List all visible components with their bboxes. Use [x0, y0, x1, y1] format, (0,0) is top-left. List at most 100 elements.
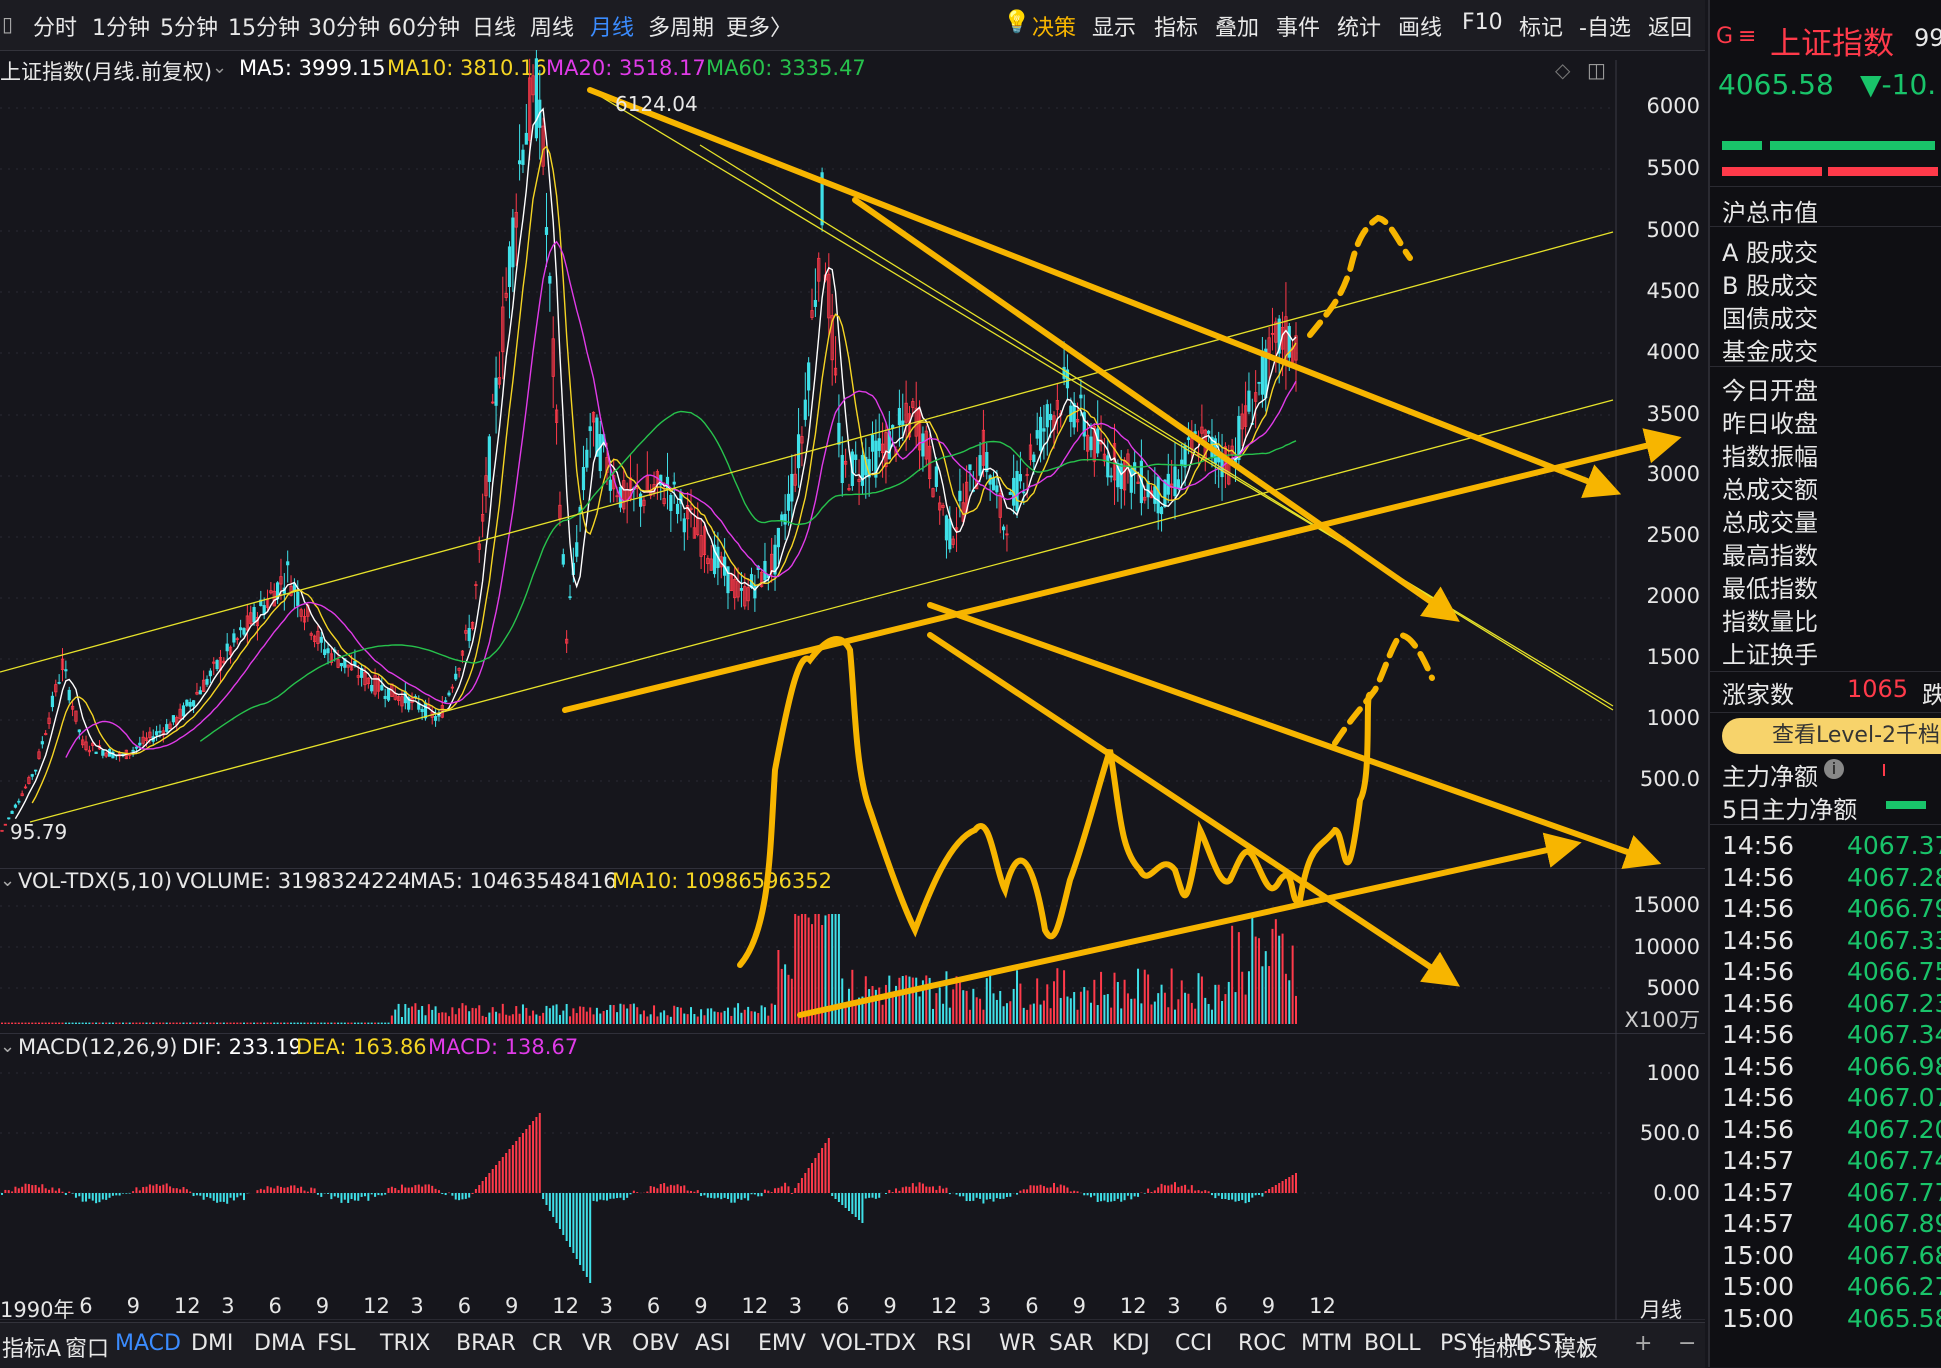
volume-bar — [707, 1008, 709, 1024]
candle-body — [1207, 431, 1209, 433]
volume-bar — [687, 1014, 689, 1024]
indicator-tab-6[interactable]: TRIX — [380, 1331, 430, 1356]
indicator-tab-9[interactable]: VR — [582, 1331, 612, 1356]
tab-daily[interactable]: 日线 — [472, 10, 516, 42]
candle-body — [455, 674, 457, 679]
indicator-tab-14[interactable]: RSI — [936, 1331, 972, 1356]
tab-15min[interactable]: 15分钟 — [228, 10, 300, 42]
info-icon[interactable]: i — [1824, 759, 1844, 779]
tab-weekly[interactable]: 周线 — [530, 10, 574, 42]
tab-monthly[interactable]: 月线 — [590, 10, 634, 42]
tab-f10[interactable]: F10 — [1462, 10, 1503, 35]
volume-bar — [804, 914, 806, 1024]
volume-bar — [391, 1016, 393, 1024]
indicator-tab-16[interactable]: SAR — [1049, 1331, 1094, 1356]
tab-draw-line[interactable]: 画线 — [1398, 10, 1442, 42]
indicator-tab-21[interactable]: BOLL — [1364, 1331, 1421, 1356]
tab-statistics[interactable]: 统计 — [1337, 10, 1381, 42]
tab-30min[interactable]: 30分钟 — [308, 10, 380, 42]
tab-60min[interactable]: 60分钟 — [388, 10, 460, 42]
volume-bar — [327, 1023, 329, 1024]
candle-body — [95, 752, 97, 753]
tab-back[interactable]: 返回 — [1648, 10, 1692, 42]
volume-bar — [408, 1008, 410, 1024]
indicator-right-1[interactable]: 模板 — [1554, 1331, 1598, 1363]
decliners-label: 跌 — [1922, 675, 1941, 710]
volume-bar — [1258, 938, 1260, 1024]
tab-event[interactable]: 事件 — [1276, 10, 1320, 42]
macd-bar — [384, 1193, 386, 1195]
window-icon[interactable]: ▯ — [2, 12, 13, 36]
tab-more[interactable]: 更多〉 — [726, 10, 792, 42]
indicator-tab-3[interactable]: DMI — [191, 1331, 233, 1356]
indicator-tab-12[interactable]: EMV — [758, 1331, 806, 1356]
macd-bar — [989, 1193, 991, 1199]
candle-body — [165, 724, 167, 731]
volume-bar — [1023, 1008, 1025, 1024]
macd-bar — [1134, 1193, 1136, 1196]
tab-mark[interactable]: 标记 — [1519, 10, 1563, 42]
indicator-tab-8[interactable]: CR — [532, 1331, 563, 1356]
volume-bar — [818, 914, 820, 1024]
macd-bar — [576, 1193, 578, 1259]
volume-bar — [48, 1023, 50, 1024]
indicator-tab-7[interactable]: BRAR — [456, 1331, 516, 1356]
tab-indicator[interactable]: 指标 — [1154, 10, 1198, 42]
indicator-tab-10[interactable]: OBV — [632, 1331, 679, 1356]
indicator-right-2[interactable]: + — [1634, 1331, 1652, 1356]
indicator-tab-4[interactable]: DMA — [254, 1331, 305, 1356]
tab-fenshi[interactable]: 分时 — [33, 10, 77, 42]
volume-bar — [898, 978, 900, 1024]
indicator-tab-5[interactable]: FSL — [317, 1331, 356, 1356]
volume-bar — [1080, 992, 1082, 1024]
volume-bar — [1241, 972, 1243, 1024]
indicator-tab-15[interactable]: WR — [999, 1331, 1036, 1356]
indicator-tab-0[interactable]: 指标A — [2, 1331, 61, 1363]
tab-decision[interactable]: 决策 — [1032, 10, 1076, 42]
volume-bar — [1161, 985, 1163, 1024]
volume-bar — [650, 1014, 652, 1024]
macd-bar — [761, 1193, 763, 1196]
volume-ratio-label: 指数量比 — [1722, 602, 1818, 637]
volume-bar — [1073, 992, 1075, 1024]
tab-multi-period[interactable]: 多周期 — [648, 10, 714, 42]
macd-bar — [1258, 1193, 1260, 1195]
menu-icon[interactable]: ≡ — [1738, 24, 1756, 49]
volume-bar — [888, 976, 890, 1024]
macd-bar — [1271, 1187, 1273, 1193]
volume-bar — [798, 916, 800, 1024]
tab-1min[interactable]: 1分钟 — [92, 10, 150, 42]
indicator-tab-1[interactable]: 窗口 — [65, 1331, 109, 1363]
indicator-tab-13[interactable]: VOL-TDX — [821, 1331, 916, 1356]
x-axis-label: 12 — [552, 1294, 579, 1318]
candle-body — [438, 715, 440, 716]
macd-bar — [162, 1185, 164, 1193]
ma60-line — [200, 412, 1296, 742]
indicator-tab-17[interactable]: KDJ — [1112, 1331, 1150, 1356]
candle-body — [1063, 367, 1065, 378]
tab-watchlist[interactable]: -自选 — [1579, 10, 1631, 42]
volume-bar — [727, 1008, 729, 1024]
tab-overlay[interactable]: 叠加 — [1215, 10, 1259, 42]
indicator-tab-11[interactable]: ASI — [695, 1331, 731, 1356]
indicator-right-0[interactable]: 指标B — [1474, 1331, 1533, 1363]
kline-chart-canvas[interactable] — [0, 50, 1705, 1320]
volume-bar — [972, 989, 974, 1024]
indicator-tab-20[interactable]: MTM — [1301, 1331, 1352, 1356]
volume-bar — [330, 1023, 332, 1024]
indicator-right-3[interactable]: − — [1678, 1331, 1696, 1356]
tab-5min[interactable]: 5分钟 — [160, 10, 218, 42]
indicator-tab-19[interactable]: ROC — [1238, 1331, 1286, 1356]
level2-button[interactable]: 查看Level-2千档 — [1722, 718, 1941, 754]
volume-bar — [757, 1013, 759, 1024]
macd-bar — [545, 1193, 547, 1205]
indicator-tab-2[interactable]: MACD — [115, 1331, 181, 1356]
turnover-rate-label: 上证换手 — [1722, 635, 1818, 670]
volume-bar — [61, 1023, 63, 1024]
candle-body — [132, 750, 134, 751]
indicator-tab-18[interactable]: CCI — [1175, 1331, 1212, 1356]
macd-bar — [720, 1193, 722, 1199]
volume-bar — [176, 1023, 178, 1024]
tab-display[interactable]: 显示 — [1092, 10, 1136, 42]
volume-bar — [374, 1023, 376, 1024]
